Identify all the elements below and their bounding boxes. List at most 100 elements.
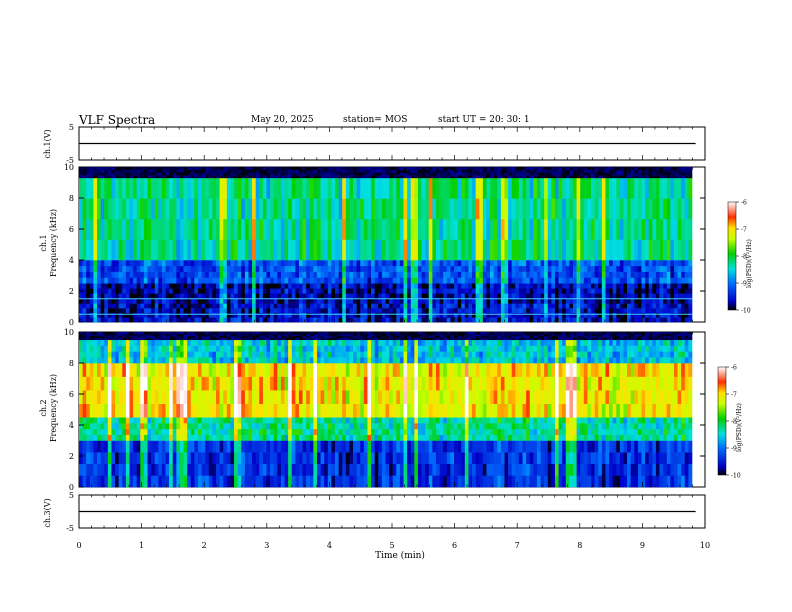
spectrogram-cell [176,423,181,430]
spectrogram-cell [655,167,660,171]
spectrogram-cell [259,335,264,339]
spectrogram-cell [316,452,321,465]
spectrogram-cell [288,288,293,294]
spectrogram-cell [472,175,476,179]
spectrogram-cell [403,198,408,220]
spectrogram-cell [677,271,682,278]
spectrogram-cell [118,475,123,488]
spectrogram-cell [673,167,678,171]
spectrogram-cell [169,428,174,435]
spectrogram-cell [309,198,314,220]
spectrogram-cell [547,172,552,176]
spectrogram-cell [125,172,130,176]
spectrogram-cell [291,265,296,272]
spectrogram-cell [97,345,101,352]
spectrogram-cell [79,390,83,404]
spectrogram-cell [295,312,300,318]
spectrogram-cell [262,308,267,313]
spectrogram-cell [223,218,228,240]
spectrogram-cell [133,333,137,337]
spectrogram-cell [118,277,123,284]
spectrogram-cell [536,298,541,304]
spectrogram-cell [417,298,422,304]
spectrogram-cell [97,283,101,289]
spectrogram-cell [457,312,462,318]
spectrogram-cell [461,172,466,176]
spectrogram-cell [302,218,307,240]
spectrogram-cell [327,175,332,179]
spectrogram-cell [591,293,595,299]
spectrogram-cell [82,293,87,299]
spectrogram-cell [324,293,329,299]
spectrogram-cell [187,428,192,435]
spectrogram-cell [616,303,621,309]
spectrogram-cell [648,308,653,313]
spectrogram-cell [670,175,675,179]
spectrogram-cell [428,317,433,323]
spectrogram-cell [464,312,469,318]
spectrogram-cell [143,308,148,313]
spectrogram-cell [176,177,181,199]
spectrogram-cell [226,376,231,391]
spectrogram-cell [490,177,494,199]
spectrogram-cell [165,308,170,313]
spectrogram-cell [147,423,152,430]
spectrogram-cell [399,260,404,267]
spectrogram-cell [136,260,141,267]
spectrogram-cell [143,172,148,176]
spectrogram-cell [194,376,199,391]
spectrogram-cell [277,463,282,476]
spectrogram-cell [338,177,343,199]
spectrogram-cell [417,271,422,278]
spectrogram-cell [190,357,195,364]
spectrogram-cell [223,351,228,358]
spectrogram-cell [122,339,127,346]
spectrogram-cell [508,303,513,309]
spectrogram-cell [298,390,303,404]
spectrogram-cell [450,312,455,318]
spectrogram-cell [306,337,311,341]
spectrogram-cell [659,175,664,179]
spectrogram-cell [179,265,184,272]
spectrogram-cell [147,417,152,424]
spectrogram-cell [518,312,523,318]
spectrogram-cell [79,308,83,313]
spectrogram-cell [627,288,631,294]
spectrogram-cell [270,175,275,179]
spectrogram-cell [331,271,336,278]
spectrogram-cell [140,417,145,424]
spectrogram-cell [327,298,332,304]
spectrogram-cell [183,308,188,313]
spectrogram-cell [179,277,184,284]
spectrogram-cell [609,169,613,173]
spectrogram-cell [190,198,195,220]
spectrogram-cell [100,440,105,453]
spectrogram-cell [216,357,220,364]
spectrogram-cell [554,317,559,323]
spectrogram-cell [248,177,253,199]
spectrogram-cell [688,218,693,240]
spectrogram-cell [309,265,314,272]
spectrogram-cell [605,172,610,176]
spectrogram-cell [598,265,603,272]
spectrogram-cell [291,376,296,391]
spectrogram-cell [338,271,343,278]
spectrogram-cell [93,277,98,284]
spectrogram-cell [316,428,321,435]
spectrogram-cell [230,288,235,294]
spectrogram-cell [197,308,202,313]
spectrogram-cell [197,403,202,418]
spectrogram-cell [266,218,271,240]
spectrogram-cell [533,283,538,289]
spectrogram-cell [252,277,256,284]
spectrogram-cell [454,283,458,289]
spectrogram-cell [392,288,397,294]
spectrogram-cell [216,312,220,318]
spectrogram-cell [475,175,480,179]
spectrogram-cell [176,271,181,278]
spectrogram-cell [259,357,264,364]
spectrogram-cell [468,293,473,299]
spectrogram-cell [392,271,397,278]
spectrogram-cell [79,339,83,346]
spectrogram-cell [526,303,531,309]
